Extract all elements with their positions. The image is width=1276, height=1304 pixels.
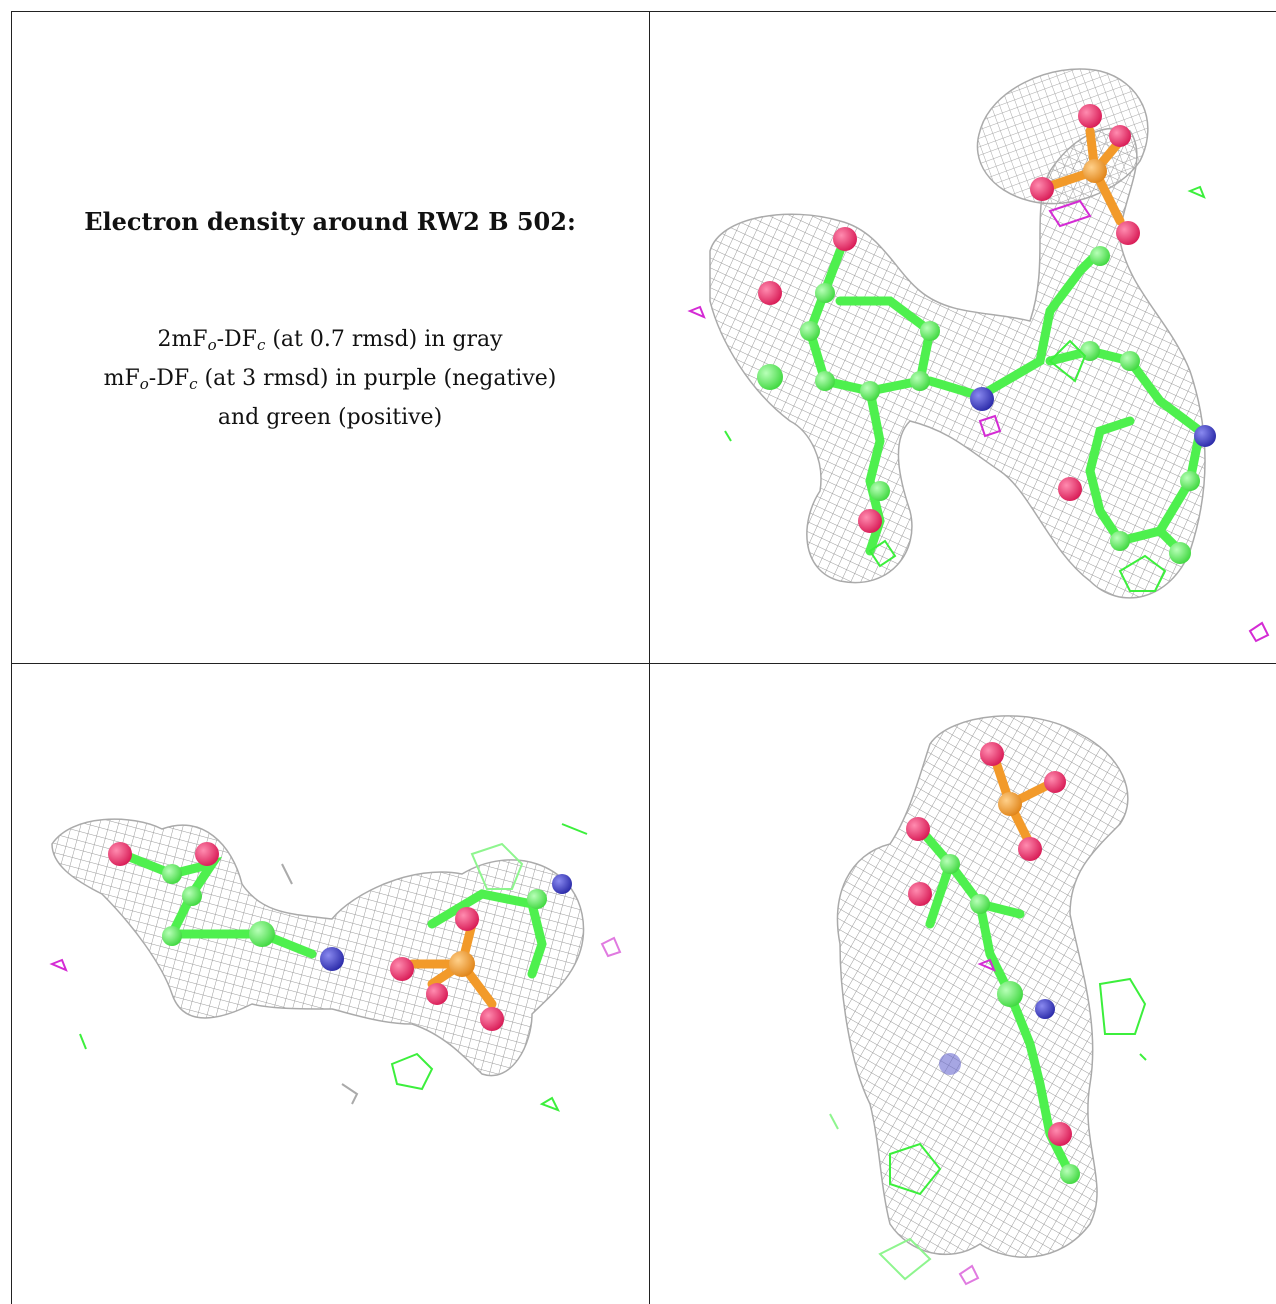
phosphorus-atom [998,792,1022,816]
oxygen-atom [906,817,930,841]
nitrogen-atom [320,947,344,971]
carbon-atom [800,321,820,341]
figure-grid: Electron density around RW2 B 502: 2mFo-… [11,11,1276,1304]
oxygen-atom [833,227,857,251]
caption-legend: 2mFo-DFc (at 0.7 rmsd) in gray mFo-DFc (… [11,323,649,434]
carbon-atom [162,864,182,884]
mesh-2fo-fc [51,818,585,1077]
phosphate-group [980,742,1066,861]
phosphate-group [390,907,504,1031]
carbon-atom [182,886,202,906]
chlorine-atom [997,981,1023,1007]
oxygen-atom [1018,837,1042,861]
oxygen-atom [390,957,414,981]
carbon-atom [527,889,547,909]
oxygen-atom [195,842,219,866]
carbon-atom [920,321,940,341]
phosphate-group [1030,104,1140,245]
oxygen-atom [480,1007,504,1031]
carbon-atom [1180,471,1200,491]
legend-line-gray: 2mFo-DFc (at 0.7 rmsd) in gray [157,327,503,354]
chlorine-atom [757,364,783,390]
caption-cell: Electron density around RW2 B 502: 2mFo-… [11,11,649,663]
carbon-atom [910,371,930,391]
oxygen-atom [1078,104,1102,128]
atoms [108,842,572,971]
mesh-2fo-fc [709,68,1206,599]
oxygen-atom [1058,477,1082,501]
nitrogen-atom [970,387,994,411]
carbon-atom [1110,531,1130,551]
oxygen-atom [426,983,448,1005]
carbon-atom [162,926,182,946]
nitrogen-atom [939,1053,961,1075]
atoms [757,227,1216,564]
difference-density [829,958,1147,1286]
phosphorus-atom [1083,159,1107,183]
carbon-atom [970,894,990,914]
view-bottom-left [12,664,649,1304]
carbon-atom [1090,246,1110,266]
phosphorus-atom [449,951,475,977]
carbon-atom [860,381,880,401]
nitrogen-atom [1194,425,1216,447]
carbon-atom [940,854,960,874]
density-render-bottom-left [49,818,622,1112]
oxygen-atom [908,882,932,906]
oxygen-atom [858,509,882,533]
chlorine-atom [249,921,275,947]
carbon-atom [1060,1164,1080,1184]
oxygen-atom [1044,771,1066,793]
oxygen-atom [758,281,782,305]
carbon-atom [1169,542,1191,564]
difference-density [49,823,622,1112]
carbon-atom [815,371,835,391]
oxygen-atom [1109,125,1131,147]
oxygen-atom [1116,221,1140,245]
density-render-bottom-right [829,715,1147,1286]
legend-line-positive: and green (positive) [217,405,443,430]
view-top-right [650,11,1276,663]
left-border [11,11,12,1304]
oxygen-atom [980,742,1004,766]
caption-title: Electron density around RW2 B 502: [84,207,576,236]
oxygen-atom [1048,1122,1072,1146]
oxygen-atom [455,907,479,931]
carbon-atom [1120,351,1140,371]
mesh-2fo-fc [836,715,1129,1258]
carbon-atom [870,481,890,501]
middle-divider [11,663,1276,664]
oxygen-atom [1030,177,1054,201]
center-divider [649,11,650,1304]
density-render-top-right [687,68,1270,643]
difference-density [687,185,1270,643]
oxygen-atom [108,842,132,866]
carbon-atom [815,283,835,303]
legend-line-difference: mFo-DFc (at 3 rmsd) in purple (negative) [103,366,557,393]
carbon-atom [1080,341,1100,361]
nitrogen-atom [552,874,572,894]
atoms [906,817,1080,1184]
view-bottom-right [650,664,1276,1304]
nitrogen-atom [1035,999,1055,1019]
top-border [11,11,1276,12]
